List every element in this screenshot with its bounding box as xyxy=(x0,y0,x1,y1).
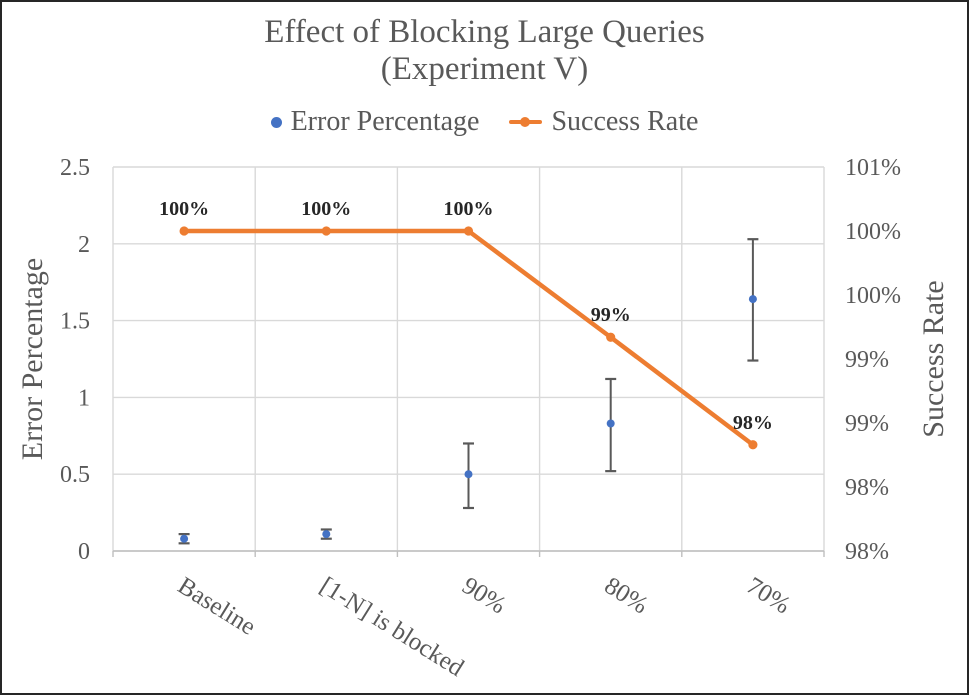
x-category-label: 80% xyxy=(600,572,653,619)
legend-label-success-rate: Success Rate xyxy=(551,106,699,137)
success-rate-data-label: 100% xyxy=(159,198,209,220)
error-percentage-point xyxy=(322,530,331,539)
error-percentage-point xyxy=(606,419,615,428)
x-category-label: 70% xyxy=(742,572,795,619)
success-rate-marker xyxy=(748,440,758,450)
left-axis-tick-label: 1 xyxy=(78,385,90,411)
success-rate-data-label: 99% xyxy=(591,304,631,326)
success-rate-line-dot-icon xyxy=(509,116,543,128)
success-rate-line xyxy=(181,228,756,448)
right-axis-tick-label: 98% xyxy=(845,475,889,501)
left-axis-tick-label: 1.5 xyxy=(60,309,90,335)
chart-title-line2: (Experiment V) xyxy=(380,51,589,87)
right-axis-tick-label: 99% xyxy=(845,347,889,373)
success-rate-marker xyxy=(463,226,474,236)
x-category-label: 90% xyxy=(457,572,510,619)
left-axis-tick-label: 2 xyxy=(78,232,90,258)
right-axis-tick-label: 100% xyxy=(845,219,901,245)
success-rate-data-label: 100% xyxy=(301,198,351,220)
success-rate-marker xyxy=(179,226,189,236)
success-rate-marker xyxy=(606,332,616,342)
left-axis-tick-label: 0.5 xyxy=(60,462,90,488)
error-percentage-point xyxy=(464,470,473,479)
legend-item-success-rate: Success Rate xyxy=(509,106,698,138)
right-axis-tick-label: 99% xyxy=(845,411,889,437)
error-percentage-dot-icon xyxy=(270,116,282,128)
legend-label-error-percentage: Error Percentage xyxy=(290,106,480,137)
chart-title: Effect of Blocking Large Queries (Experi… xyxy=(2,14,967,88)
success-rate-marker xyxy=(321,226,331,236)
left-axis-tick-label: 0 xyxy=(78,539,90,565)
success-rate-data-label: 100% xyxy=(444,198,494,220)
right-axis-tick-label: 101% xyxy=(845,155,901,181)
legend: Error Percentage Success Rate xyxy=(2,103,967,141)
error-percentage-point xyxy=(180,534,189,543)
right-axis-tick-label: 98% xyxy=(845,539,889,565)
legend-item-error-percentage: Error Percentage xyxy=(270,106,480,138)
x-category-label: Baseline xyxy=(173,572,260,641)
left-axis-tick-label: 2.5 xyxy=(60,155,90,181)
right-axis-tick-label: 100% xyxy=(845,283,901,309)
x-category-label: [1-N] is blocked xyxy=(315,572,469,682)
success-rate-data-label: 98% xyxy=(733,412,773,434)
error-percentage-point xyxy=(748,295,757,304)
chart-title-line1: Effect of Blocking Large Queries xyxy=(264,14,705,50)
